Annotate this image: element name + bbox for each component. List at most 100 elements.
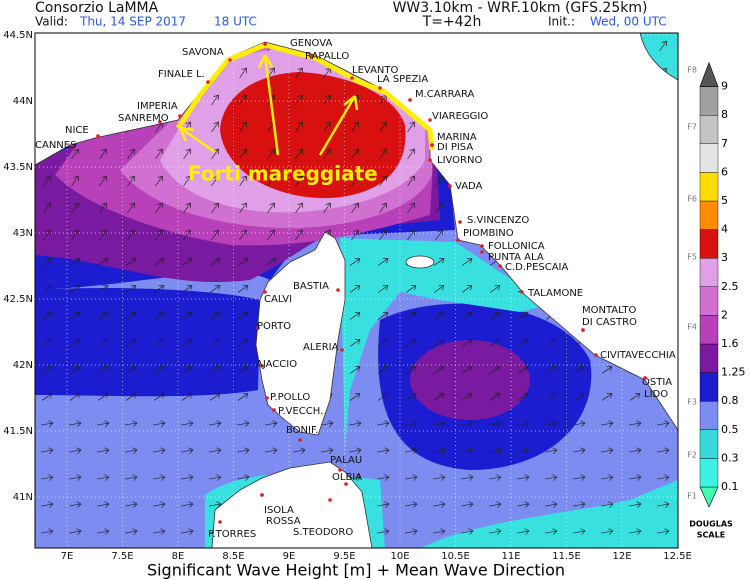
wave-arrow <box>295 121 303 133</box>
force-label: F1 <box>687 492 697 501</box>
wave-arrow <box>629 528 642 535</box>
wave-arrow <box>377 447 390 454</box>
city-dot <box>260 364 264 368</box>
colorbar-band <box>699 86 719 116</box>
wave-arrow <box>69 420 82 427</box>
colorbar-label: 2.5 <box>721 280 739 293</box>
wave-arrow <box>351 121 359 133</box>
city-dot <box>428 118 432 122</box>
wave-arrow <box>211 175 219 187</box>
wave-arrow <box>237 285 249 293</box>
lat-label: 43N <box>13 228 33 239</box>
wave-arrow <box>239 175 247 187</box>
wave-arrow <box>237 366 249 374</box>
lat-label: 44N <box>13 96 33 107</box>
wave-arrow <box>323 202 331 214</box>
lat-label: 41N <box>13 492 33 503</box>
wave-arrow <box>405 447 418 454</box>
wave-arrow <box>265 447 278 454</box>
wave-arrow <box>545 474 558 481</box>
wave-arrow <box>601 447 614 454</box>
scale-label: DOUGLAS <box>689 520 733 529</box>
wave-arrow <box>629 420 642 427</box>
colorbar-band <box>699 343 719 373</box>
valid-hour: 18 UTC <box>214 15 257 29</box>
wave-arrow <box>601 393 613 401</box>
city-label: S.VINCENZO <box>467 215 529 226</box>
wave-arrow <box>237 474 250 481</box>
wave-arrow <box>573 528 586 535</box>
wave-arrow <box>405 339 417 347</box>
wave-arrow <box>293 447 306 454</box>
wave-arrow <box>41 258 53 266</box>
lon-label: 11.5E <box>552 551 581 562</box>
city-dot <box>448 184 452 188</box>
wave-arrow <box>209 420 222 427</box>
lat-label: 42N <box>13 360 33 371</box>
city-label: S.TEODORO <box>293 527 353 538</box>
wave-arrow <box>379 175 387 187</box>
city-dot <box>430 143 434 147</box>
wave-arrow <box>97 393 109 401</box>
city-label: M.CARRARA <box>415 89 475 100</box>
city-label: ALERIA <box>303 342 339 353</box>
wave-arrow <box>209 501 222 508</box>
wave-arrow <box>323 175 331 187</box>
wave-arrow <box>211 94 219 106</box>
colorbar-label: 7 <box>721 137 728 150</box>
city-label: DI CASTRO <box>582 317 637 328</box>
city-label: DI PISA <box>437 142 473 153</box>
city-dot <box>260 493 264 497</box>
wave-arrow <box>267 148 275 160</box>
city-dot <box>70 144 74 148</box>
wave-arrow <box>489 312 501 320</box>
wave-arrow <box>239 121 247 133</box>
city-dot <box>480 244 484 248</box>
wave-arrow <box>125 285 137 293</box>
wave-arrow <box>407 148 415 160</box>
city-label: FOLLONICA <box>488 241 545 252</box>
wave-arrow <box>407 202 415 214</box>
wave-arrow <box>435 202 443 214</box>
lon-label: 8E <box>172 551 185 562</box>
colorbar-label: 0.1 <box>721 480 739 493</box>
colorbar-label: 8 <box>721 108 728 121</box>
wave-arrow <box>237 420 250 427</box>
city-dot <box>428 158 432 162</box>
colorbar-label: 0.5 <box>721 423 739 436</box>
wave-zone <box>420 480 678 548</box>
wave-arrow <box>349 366 361 374</box>
wave-arrow <box>69 447 82 454</box>
wave-arrow <box>97 366 109 374</box>
lon-label: 8.5E <box>222 551 244 562</box>
wave-arrow <box>545 501 558 508</box>
lon-label: 12E <box>612 551 631 562</box>
wave-arrow <box>153 393 165 401</box>
wave-arrow <box>323 148 331 160</box>
wave-arrow <box>127 202 135 214</box>
force-label: F5 <box>687 253 697 262</box>
wave-arrow <box>517 312 529 320</box>
wave-zone <box>340 238 560 450</box>
wave-arrow <box>573 366 585 374</box>
city-label: P.POLLO <box>270 392 310 403</box>
wave-arrow <box>349 339 361 347</box>
wave-arrow <box>601 501 614 508</box>
wave-arrow <box>349 285 361 293</box>
wave-arrow <box>657 528 670 535</box>
wave-arrow <box>125 366 137 374</box>
wave-arrow <box>351 229 359 241</box>
wave-arrow <box>545 393 557 401</box>
wave-arrow <box>209 258 221 266</box>
wave-arrow <box>407 175 415 187</box>
city-label: VIAREGGIO <box>432 111 488 122</box>
wave-arrow <box>71 148 79 160</box>
wave-arrow <box>489 393 501 401</box>
wave-arrow <box>517 528 530 535</box>
wave-arrow <box>517 366 529 374</box>
city-label: MONTALTO <box>582 305 636 316</box>
wave-arrow <box>489 285 501 293</box>
wave-arrow <box>125 312 137 320</box>
lead-time: T=+42h <box>422 14 482 30</box>
